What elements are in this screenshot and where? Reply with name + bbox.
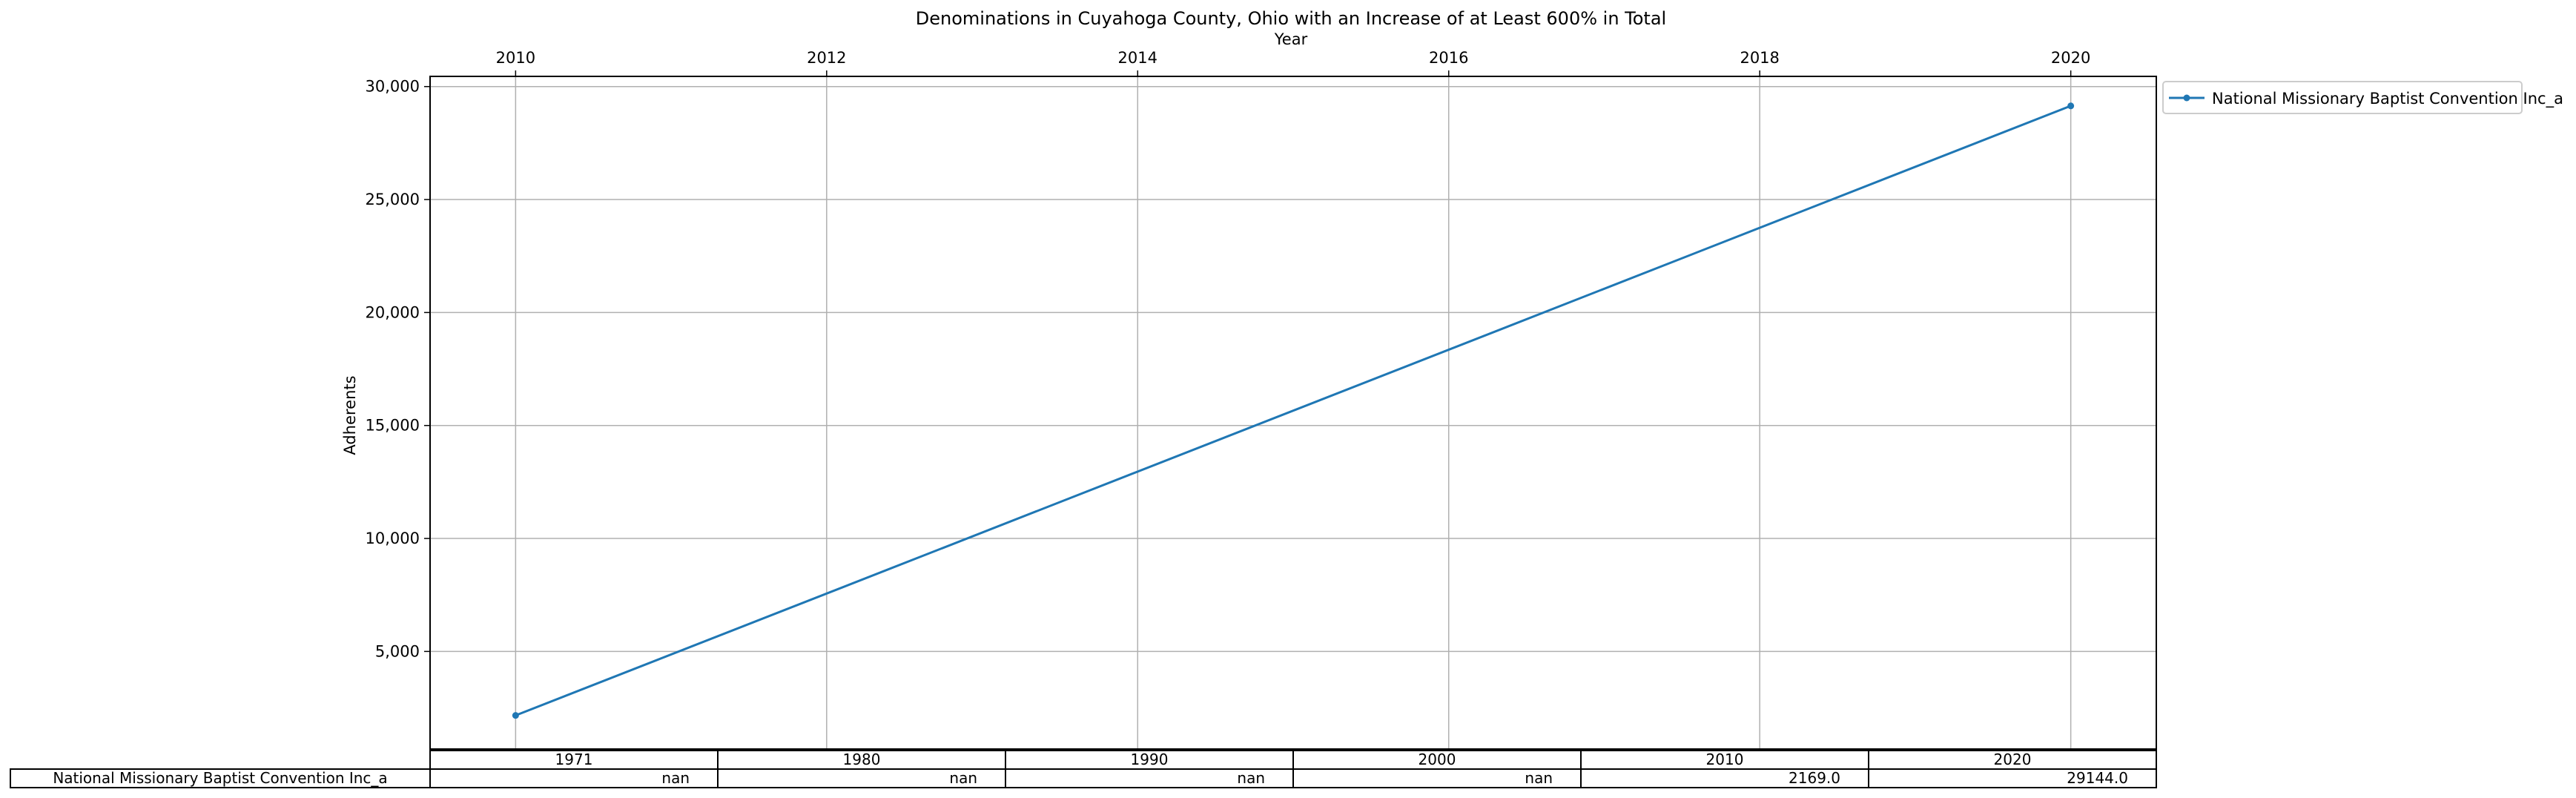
y-tick-label: 5,000	[375, 642, 420, 660]
x-tick-label: 2014	[1118, 49, 1157, 67]
plot-frame	[429, 76, 2157, 750]
table-cell: nan	[949, 769, 977, 787]
table-column-header: 1971	[555, 751, 593, 768]
table-column-header: 2020	[1994, 751, 2032, 768]
chart-title: Denominations in Cuyahoga County, Ohio w…	[916, 8, 1666, 29]
table-row	[10, 768, 2157, 788]
x-tick-label: 2016	[1429, 49, 1468, 67]
data-point	[2067, 102, 2075, 110]
series-group	[512, 102, 2075, 719]
x-axis-label: Year	[1274, 30, 1308, 48]
table-column-header: 2010	[1706, 751, 1744, 768]
table-cell: nan	[661, 769, 690, 787]
table-cell: 29144.0	[2067, 769, 2128, 787]
data-table: 1971 1980 1990 2000 2010 2020 National Mission…	[10, 750, 2157, 788]
table-column-header: 1990	[1131, 751, 1169, 768]
y-tick-label: 15,000	[366, 417, 420, 435]
x-tick-label: 2018	[1740, 49, 1779, 67]
y-tick-label: 30,000	[366, 78, 420, 96]
legend-marker	[2183, 94, 2190, 102]
legend: National Missionary Baptist Convention I…	[2162, 81, 2563, 114]
legend-box	[2162, 81, 2523, 114]
table-cell: 2169.0	[1789, 769, 1840, 787]
table-cell: nan	[1237, 769, 1265, 787]
data-point	[512, 712, 519, 719]
y-ticks: 5,000 10,000 15,000 20,000 25,000 30,000	[366, 78, 430, 660]
y-tick-label: 20,000	[366, 303, 420, 321]
x-ticks: 2010 2012 2014 2016 2018 2020	[496, 49, 2090, 76]
grid	[430, 76, 2156, 749]
y-tick-label: 10,000	[366, 530, 420, 547]
series-line	[515, 105, 2072, 717]
table-row-label: National Missionary Baptist Convention I…	[53, 769, 387, 787]
table-column-header: 2000	[1419, 751, 1456, 768]
x-tick-label: 2020	[2051, 49, 2090, 67]
legend-label: National Missionary Baptist Convention I…	[2212, 90, 2563, 108]
table-column-header: 1980	[843, 751, 881, 768]
x-tick-label: 2012	[807, 49, 846, 67]
table-cell: nan	[1525, 769, 1553, 787]
y-tick-label: 25,000	[366, 191, 420, 208]
x-tick-label: 2010	[496, 49, 535, 67]
y-axis-label: Adherents	[341, 375, 359, 455]
